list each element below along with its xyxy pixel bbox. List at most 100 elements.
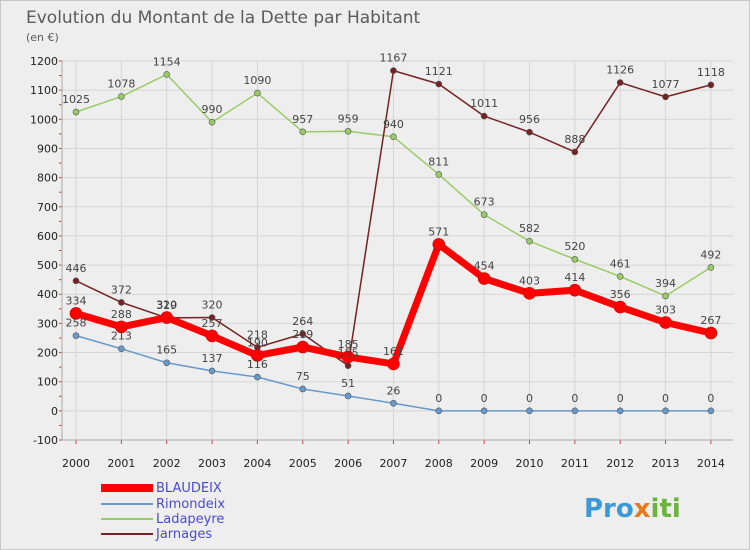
data-label: 267: [700, 314, 721, 327]
data-label: 0: [662, 392, 669, 405]
data-label: 0: [526, 392, 533, 405]
data-label: 673: [474, 196, 495, 209]
data-point: [707, 407, 715, 415]
x-tick-label: 2007: [379, 457, 407, 470]
data-label: 75: [296, 370, 310, 383]
data-label: 0: [571, 392, 578, 405]
data-point: [571, 148, 579, 156]
data-label: 320: [156, 299, 177, 312]
data-label: 957: [292, 113, 313, 126]
data-label: 372: [111, 283, 132, 296]
data-label: 520: [564, 240, 585, 253]
data-label: 264: [292, 315, 313, 328]
data-point: [704, 326, 718, 340]
data-label: 403: [519, 274, 540, 287]
svg-text:Proxiti: Proxiti: [584, 494, 681, 524]
legend-label: Jarnages: [155, 527, 212, 542]
data-label: 319: [156, 299, 177, 312]
data-point: [72, 108, 80, 116]
data-label: 582: [519, 222, 540, 235]
data-label: 959: [338, 112, 359, 125]
data-point: [390, 133, 397, 141]
data-point: [571, 255, 579, 263]
data-point: [160, 311, 173, 324]
data-point: [707, 264, 715, 271]
data-label: 1011: [470, 97, 498, 110]
y-tick-label: 200: [37, 347, 58, 360]
data-label: 320: [202, 299, 223, 312]
grid-lines: [62, 60, 733, 441]
data-point: [432, 238, 446, 251]
y-tick-label: 100: [37, 376, 58, 389]
chart-title: Evolution du Montant de la Dette par Hab…: [26, 8, 421, 28]
data-point: [118, 345, 125, 353]
x-tick-label: 2014: [697, 457, 725, 470]
data-labels: 334 288 320 257 190 219 185 161 571 454 403 414 356 3…: [62, 52, 725, 405]
data-label: 0: [707, 392, 714, 405]
data-point: [299, 385, 307, 393]
series-group: [69, 67, 718, 415]
data-point: [387, 357, 400, 371]
legend-label: Rimondeix: [156, 497, 225, 512]
data-label: 1118: [697, 66, 725, 79]
data-point: [344, 127, 352, 135]
data-label: 1078: [107, 78, 135, 91]
proxiti-logo: Proxiti: [584, 494, 681, 524]
data-label: 956: [519, 113, 540, 126]
data-point: [163, 359, 170, 367]
data-point: [662, 292, 669, 300]
data-point: [118, 299, 125, 306]
data-point: [477, 272, 491, 285]
data-point: [69, 307, 83, 320]
plot-area: [62, 61, 733, 440]
y-tick-label: -100: [33, 434, 58, 447]
data-point: [163, 71, 170, 78]
data-point: [662, 93, 669, 101]
data-label: 334: [66, 294, 87, 307]
x-tick-label: 2001: [107, 457, 135, 470]
data-point: [480, 112, 488, 120]
data-point: [208, 118, 216, 126]
data-point: [299, 128, 307, 136]
data-point: [344, 392, 352, 400]
axes: -100010020030040050060070080090010001100…: [30, 55, 733, 470]
data-point: [299, 330, 307, 338]
data-label: 414: [564, 271, 585, 284]
x-tick-label: 2006: [334, 457, 362, 470]
data-label: 258: [66, 317, 87, 330]
data-label: 1154: [153, 55, 181, 68]
data-label: 492: [700, 248, 721, 261]
data-point: [616, 407, 624, 415]
data-point: [571, 407, 579, 415]
data-label: 446: [66, 262, 87, 275]
data-point: [344, 362, 352, 369]
data-point: [616, 273, 624, 280]
data-point: [526, 128, 533, 136]
y-tick-label: 400: [37, 288, 58, 301]
x-tick-label: 2005: [289, 457, 317, 470]
data-point: [390, 67, 397, 74]
data-point: [435, 80, 443, 88]
data-label: 990: [202, 103, 223, 116]
data-label: 1025: [62, 93, 90, 106]
x-tick-label: 2004: [243, 457, 271, 470]
x-tick-label: 2013: [652, 457, 680, 470]
x-tick-label: 2009: [470, 457, 498, 470]
data-label: 811: [428, 155, 449, 168]
x-tick-label: 2008: [425, 457, 453, 470]
x-tick-label: 2011: [561, 457, 589, 470]
y-tick-label: 900: [37, 142, 58, 155]
data-label: 218: [247, 328, 268, 341]
y-tick-label: 1100: [30, 84, 58, 97]
data-label: 0: [617, 392, 624, 405]
data-point: [390, 399, 397, 407]
data-point: [480, 407, 488, 415]
data-point: [251, 349, 264, 362]
data-point: [613, 300, 627, 314]
data-label: 571: [428, 225, 449, 238]
data-label: 0: [481, 392, 488, 405]
y-tick-label: 600: [37, 230, 58, 243]
data-label: 888: [564, 133, 585, 146]
x-tick-label: 2010: [516, 457, 544, 470]
